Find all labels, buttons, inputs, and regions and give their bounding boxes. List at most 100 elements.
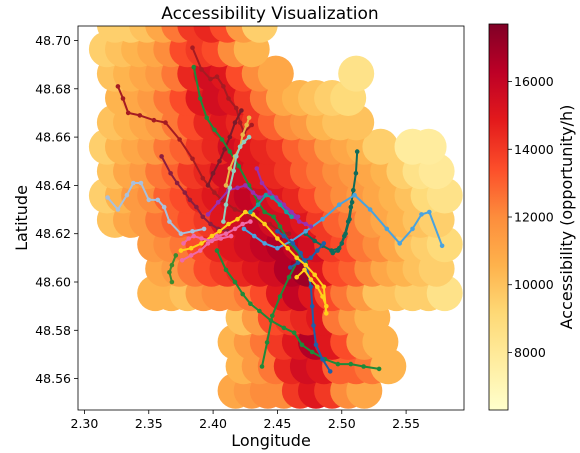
route-point [205,212,211,217]
y-tick-label: 48.60 [35,275,71,290]
route-point [288,265,293,270]
route-point [105,195,110,200]
colorbar-label: Accessibility (opportunity/h) [557,105,576,330]
route-point [275,229,280,234]
route-point [281,233,287,239]
route-point [309,303,315,309]
x-tick-label: 2.55 [392,416,420,431]
colorbar: 8000 10000 12000 14000 16000 Accessibility (… [488,23,576,411]
route-point [209,233,215,239]
route-point [298,250,303,256]
route-point [259,364,265,369]
route-point [270,195,275,200]
route-point [234,105,239,111]
route-point [125,110,131,116]
route-point [384,226,390,232]
route-point [212,190,217,195]
route-point [352,192,357,198]
accessibility-cell [338,55,375,92]
colorbar-tick-label: 8000 [514,345,546,360]
route-point [201,226,207,232]
route-point [315,284,320,290]
route-point [267,221,273,227]
route-point [227,134,233,140]
accessibility-cell [241,26,278,43]
route-point [232,226,238,232]
route-point [173,253,179,258]
route-point [270,313,275,319]
route-point [297,219,302,224]
route-point [120,96,126,101]
route-point [376,366,382,372]
accessibility-cell [362,128,399,165]
route-point [186,236,191,241]
colorbar-gradient [488,23,509,411]
route-point [217,229,222,234]
y-tick-label: 48.70 [35,33,71,48]
route-point [223,267,229,273]
route-point [227,149,233,154]
colorbar-tick-label: 10000 [514,277,554,292]
route-point [244,122,249,128]
route-point [257,308,262,314]
route-point [208,221,213,227]
x-tick-label: 2.45 [264,416,292,431]
route-point [264,340,270,345]
x-axis: 2.30 2.35 2.40 2.45 2.50 2.55 [71,410,420,431]
route-point [315,248,320,253]
route-point [354,149,360,154]
y-axis: 48.56 48.58 48.60 48.62 48.64 48.66 48.68 48.70 [35,33,78,386]
route-point [223,231,229,236]
route-point [210,171,216,176]
route-point [351,187,356,193]
route-point [161,204,167,210]
route-point [262,241,267,246]
y-tick-label: 48.68 [35,81,71,96]
route-point [353,171,359,176]
route-point [131,180,136,186]
route-line [216,250,380,370]
route-point [197,248,203,253]
route-point [155,197,161,203]
route-point [243,209,248,215]
y-tick-label: 48.64 [35,178,71,193]
route-point [182,190,188,195]
route-point [151,117,157,123]
plot-frame [77,25,465,411]
route-point [236,163,242,169]
route-point [419,212,424,217]
route-point [227,185,233,191]
route-point [190,45,195,50]
route-point [302,267,307,273]
route-point [410,226,415,232]
route-point [289,214,294,220]
route-point [226,96,231,101]
route-point [277,202,283,207]
route-point [115,84,121,89]
route-point [254,166,260,171]
route-point [237,120,243,125]
route-point [295,260,301,266]
x-tick-label: 2.50 [328,416,356,431]
route-point [349,200,355,205]
route-point [241,139,247,145]
route-point [199,241,204,246]
route-point [221,84,226,89]
x-tick-label: 2.30 [71,416,99,431]
route-point [262,209,267,215]
route-point [367,207,373,212]
route-point [311,323,316,328]
route-point [232,120,238,125]
colorbar-tick-label: 12000 [514,210,554,225]
route-point [248,301,253,307]
route-point [281,202,287,207]
route-point [246,134,252,140]
route-point [284,209,289,215]
chart-title: Accessibility Visualization [161,4,378,24]
route-point [320,357,325,362]
y-tick-label: 48.62 [35,226,71,241]
route-point [146,197,152,203]
route-point [200,175,206,181]
route-point [240,291,245,297]
